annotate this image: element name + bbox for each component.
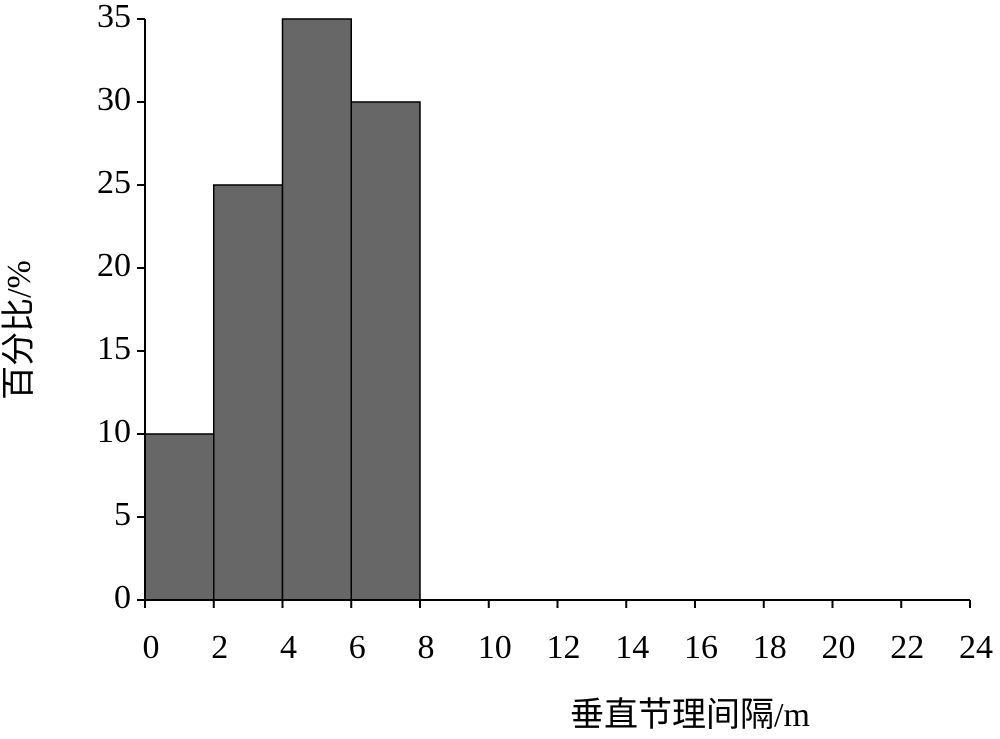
- y-tick-label: 15: [97, 330, 131, 367]
- x-axis-label: 垂直节理间隔/m: [570, 696, 810, 734]
- x-tick-label: 12: [547, 629, 581, 666]
- y-tick-label: 5: [114, 496, 131, 533]
- x-tick-label: 20: [822, 629, 856, 666]
- y-tick-label: 35: [97, 0, 131, 35]
- x-tick-label: 6: [349, 629, 366, 666]
- y-tick-label: 20: [97, 247, 131, 284]
- x-tick-label: 0: [143, 629, 160, 666]
- x-tick-label: 18: [753, 629, 787, 666]
- bar: [281, 18, 352, 601]
- y-tick-label: 30: [97, 81, 131, 118]
- x-tick-label: 10: [478, 629, 512, 666]
- y-tick-label: 0: [114, 579, 131, 616]
- x-tick-label: 8: [418, 629, 435, 666]
- x-tick-label: 22: [890, 629, 924, 666]
- bar: [350, 101, 421, 601]
- x-tick-label: 2: [211, 629, 228, 666]
- x-tick-label: 4: [280, 629, 297, 666]
- bar: [213, 184, 284, 601]
- x-tick-label: 24: [959, 629, 993, 666]
- x-tick-label: 14: [615, 629, 649, 666]
- x-tick-label: 16: [684, 629, 718, 666]
- y-tick-label: 10: [97, 413, 131, 450]
- y-tick-label: 25: [97, 164, 131, 201]
- bar: [144, 433, 215, 601]
- y-axis-label: 百分比/%: [1, 260, 38, 400]
